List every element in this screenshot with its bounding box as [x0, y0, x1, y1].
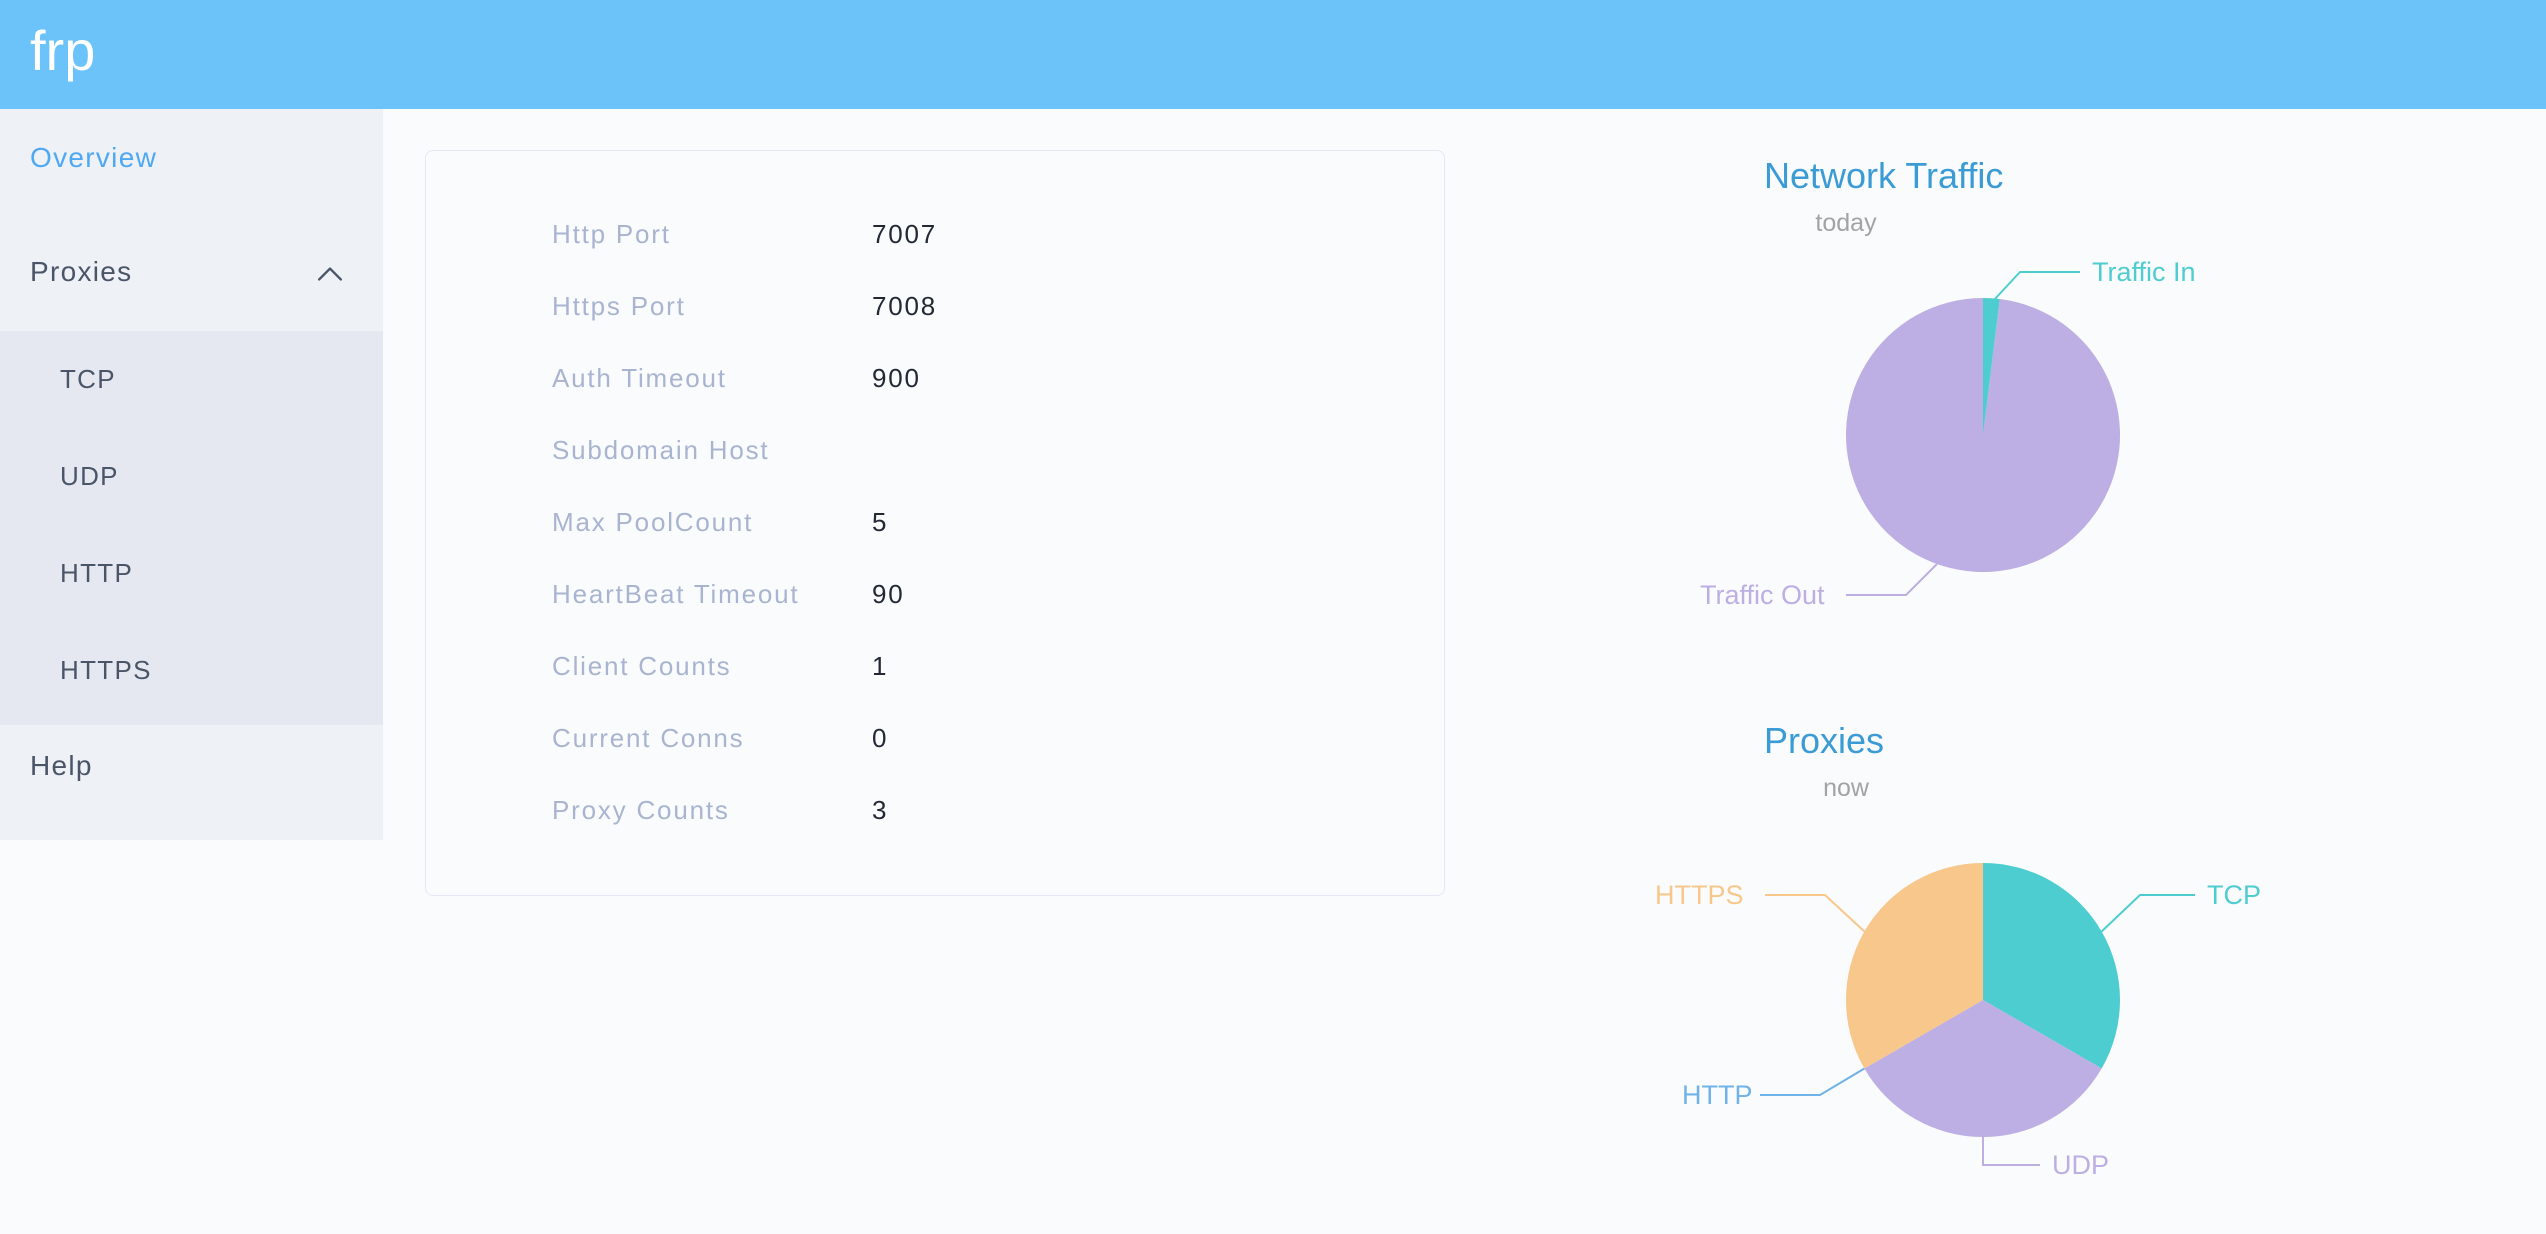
svg-text:UDP: UDP [2052, 1150, 2109, 1180]
svg-text:HTTPS: HTTPS [1655, 880, 1744, 910]
svg-text:TCP: TCP [2207, 880, 2261, 910]
svg-text:Traffic Out: Traffic Out [1700, 580, 1825, 610]
svg-text:HTTP: HTTP [1682, 1080, 1753, 1110]
svg-text:Traffic In: Traffic In [2092, 257, 2196, 287]
